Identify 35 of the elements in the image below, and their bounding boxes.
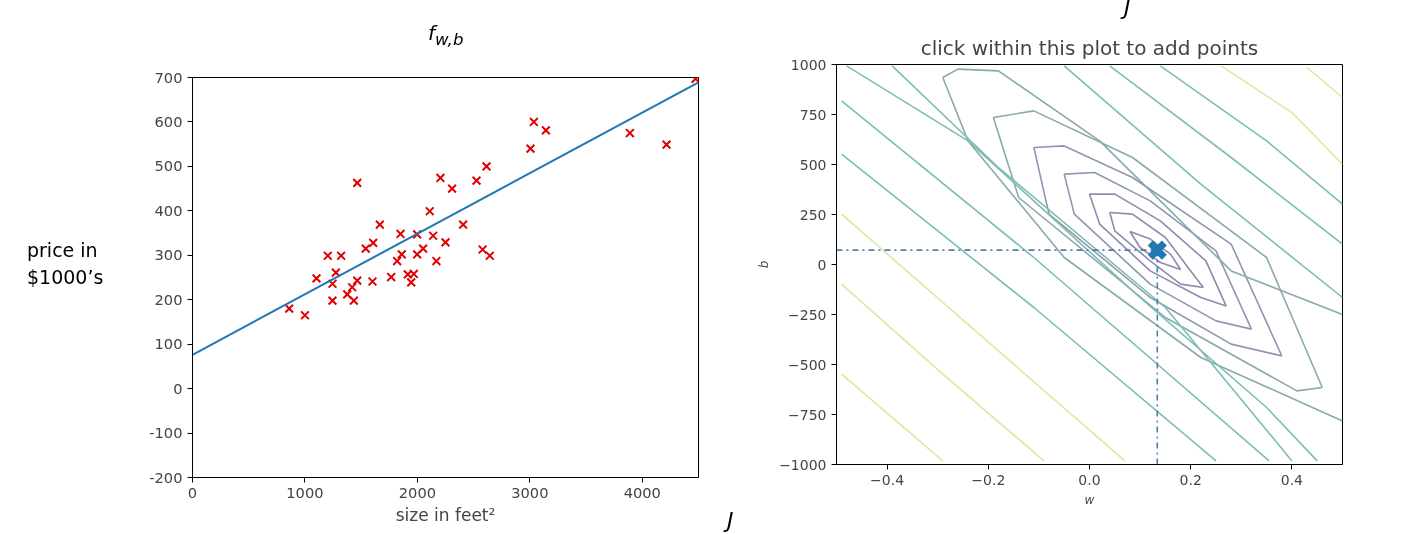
y-axis-title: b	[757, 260, 772, 269]
y-tick-label: 700	[154, 68, 183, 86]
x-tick-label: 0.4	[1280, 471, 1304, 488]
y-axis-title: price in $1000’s	[27, 238, 104, 291]
y-tick-label: 500	[799, 156, 827, 173]
x-tick-label: 0.2	[1179, 471, 1202, 488]
y-tick-label: 400	[154, 201, 183, 219]
chart-title: f$_{w,b}$	[428, 21, 464, 49]
y-tick-label: −250	[788, 306, 827, 323]
y-tick-label: -200	[149, 468, 183, 486]
x-axis-title: w	[1084, 492, 1095, 507]
y-tick-label: 1000	[790, 56, 827, 73]
y-tick-label: 100	[154, 335, 183, 353]
y-tick-label: 750	[799, 106, 827, 123]
y-tick-label: −500	[788, 356, 827, 373]
y-tick-label: 250	[799, 206, 827, 223]
x-tick-label: 1000	[286, 483, 324, 501]
y-tick-label: 200	[154, 290, 183, 308]
y-tick-label: 500	[154, 157, 183, 175]
x-tick-label: −0.4	[870, 471, 905, 488]
x-tick-label: 0.0	[1078, 471, 1101, 488]
x-axis-title: size in feet²	[395, 504, 496, 525]
x-tick-label: 4000	[623, 483, 661, 501]
y-tick-label: 300	[154, 246, 183, 264]
x-tick-label: −0.2	[971, 471, 1006, 488]
y-tick-label: 0	[173, 379, 183, 397]
y-tick-label: −750	[788, 406, 827, 423]
x-tick-label: 2000	[398, 483, 437, 501]
y-tick-label: 600	[154, 112, 183, 130]
y-tick-label: -100	[149, 424, 183, 442]
y-tick-label: −1000	[779, 456, 827, 473]
y-tick-label: 0	[817, 256, 827, 273]
chart-title: click within this plot to add points	[920, 35, 1259, 60]
x-tick-label: 0	[187, 483, 198, 501]
x-tick-label: 3000	[511, 483, 549, 501]
